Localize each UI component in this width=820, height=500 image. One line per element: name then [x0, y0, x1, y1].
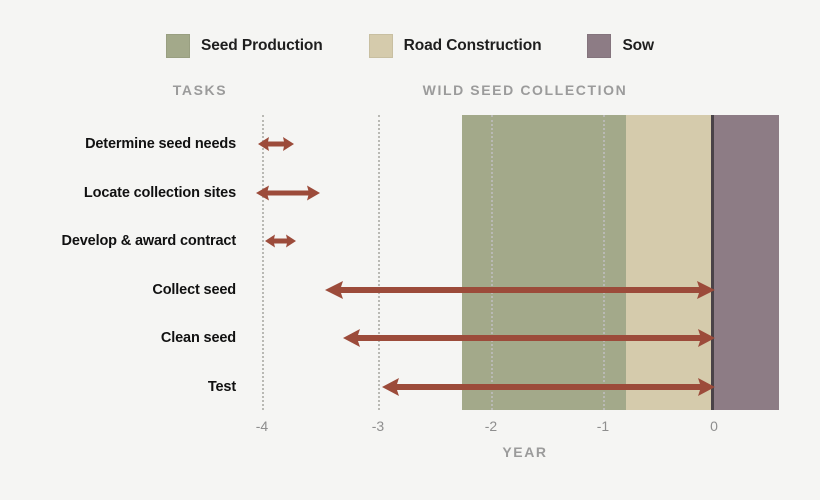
task-label-collect-seed: Collect seed	[152, 282, 236, 298]
legend-label-seed-production: Seed Production	[200, 37, 323, 55]
arrow-determine-seed-needs	[258, 130, 294, 158]
task-row[interactable]: Develop & award contract	[0, 227, 820, 255]
task-row[interactable]: Determine seed needs	[0, 130, 820, 158]
task-label-locate-collection-sites: Locate collection sites	[83, 185, 236, 201]
arrow-collect-seed	[325, 276, 715, 304]
task-label-clean-seed: Clean seed	[160, 330, 236, 346]
legend-item-road-construction[interactable]: Road Construction	[368, 34, 542, 58]
gridline-minus-2	[491, 115, 493, 410]
legend-swatch-icon-sow	[587, 34, 612, 58]
task-row[interactable]: Clean seed	[0, 324, 820, 352]
gridline-minus-1	[603, 115, 605, 410]
arrow-locate-collection-sites	[256, 179, 320, 207]
legend-swatch-icon-seed-production	[165, 34, 190, 58]
task-label-determine-seed-needs: Determine seed needs	[85, 136, 236, 152]
year-zero-line	[711, 115, 714, 410]
chart-legend: Seed Production Road Construction Sow	[0, 34, 820, 58]
axis-tick-minus-4: -4	[255, 418, 269, 434]
axis-tick-minus-3: -3	[371, 418, 385, 434]
plot-area	[0, 115, 820, 410]
gridline-minus-4	[262, 115, 264, 410]
band-seed-production	[462, 115, 626, 410]
tasks-column-header: TASKS	[172, 82, 228, 98]
gridline-minus-3	[378, 115, 380, 410]
legend-label-sow: Sow	[622, 37, 655, 55]
band-sow	[714, 115, 779, 410]
task-label-test: Test	[207, 379, 236, 395]
legend-label-road-construction: Road Construction	[403, 37, 542, 55]
legend-item-seed-production[interactable]: Seed Production	[165, 34, 323, 58]
chart-column-header: WILD SEED COLLECTION	[422, 82, 628, 98]
axis-tick-minus-2: -2	[484, 418, 498, 434]
axis-title-year: YEAR	[502, 444, 548, 460]
task-row[interactable]: Locate collection sites	[0, 179, 820, 207]
axis-tick-zero: 0	[710, 418, 718, 434]
task-rows: Determine seed needs Locate collection s…	[0, 115, 820, 410]
legend-item-sow[interactable]: Sow	[587, 34, 654, 58]
legend-swatch-icon-road-construction	[368, 34, 393, 58]
task-row[interactable]: Test	[0, 373, 820, 401]
arrow-clean-seed	[343, 324, 715, 352]
arrow-develop-award-contract	[265, 227, 296, 255]
arrow-test	[382, 373, 715, 401]
task-row[interactable]: Collect seed	[0, 276, 820, 304]
task-label-develop-award-contract: Develop & award contract	[61, 233, 237, 249]
band-road-construction	[626, 115, 713, 410]
axis-tick-minus-1: -1	[596, 418, 610, 434]
